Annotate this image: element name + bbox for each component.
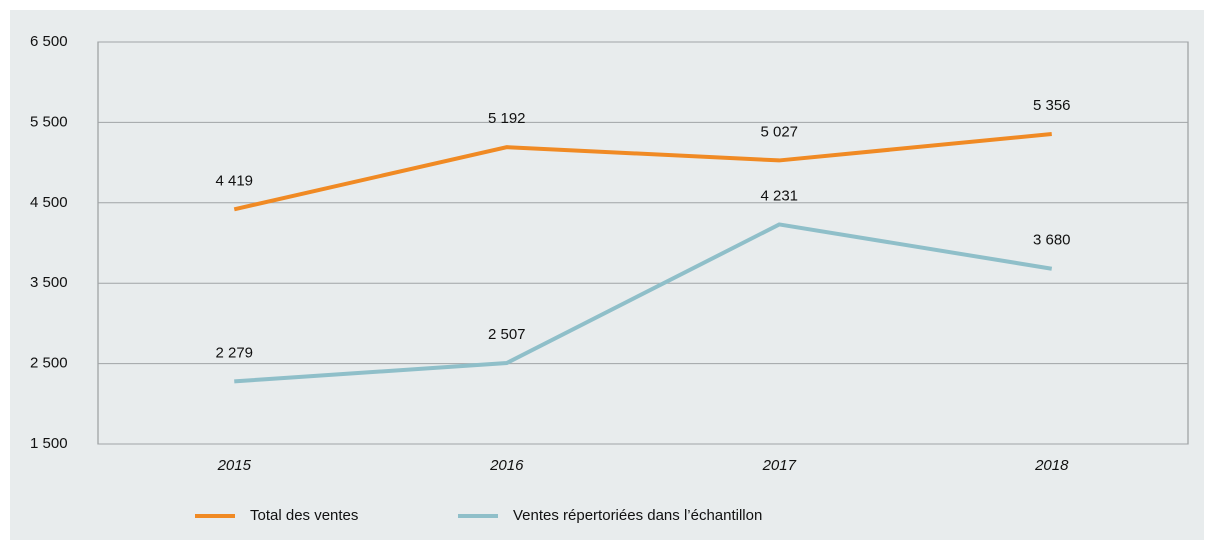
data-label: 5 027 (760, 123, 798, 140)
y-tick-label: 3 500 (30, 274, 68, 291)
data-label: 5 192 (488, 110, 526, 127)
data-label: 5 356 (1033, 97, 1071, 114)
legend-label: Total des ventes (250, 507, 358, 524)
x-tick-label: 2017 (762, 457, 797, 474)
data-label: 2 507 (488, 326, 526, 343)
y-tick-label: 5 500 (30, 113, 68, 130)
y-tick-label: 6 500 (30, 33, 68, 50)
series-line (234, 222, 1053, 384)
data-label: 2 279 (215, 344, 253, 361)
x-tick-label: 2018 (1034, 457, 1069, 474)
x-tick-label: 2015 (217, 457, 252, 474)
data-label: 3 680 (1033, 232, 1071, 249)
x-tick-label: 2016 (489, 457, 524, 474)
series-line (233, 131, 1052, 212)
data-label: 4 231 (760, 187, 798, 204)
y-tick-label: 4 500 (30, 194, 68, 211)
legend-label: Ventes répertoriées dans l’échantillon (513, 507, 762, 524)
chart-background (10, 10, 1204, 540)
y-tick-label: 2 500 (30, 355, 68, 372)
data-label: 4 419 (215, 172, 253, 189)
y-tick-label: 1 500 (30, 435, 68, 452)
